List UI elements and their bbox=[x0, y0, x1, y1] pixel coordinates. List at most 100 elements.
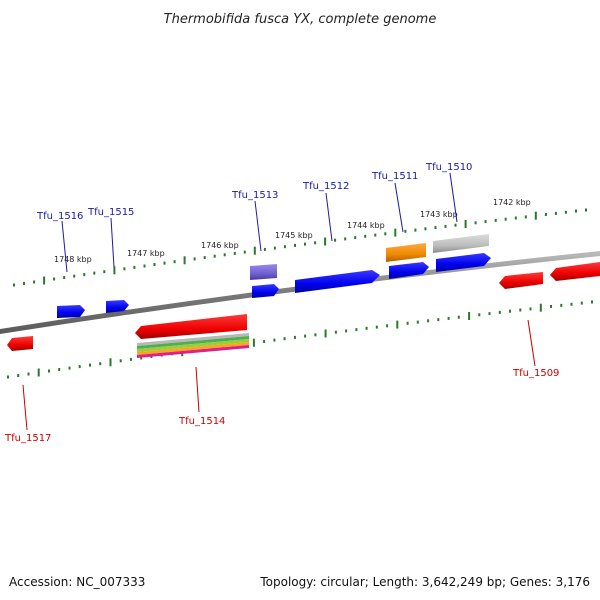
genome-backbone bbox=[0, 251, 600, 334]
inner-ruler-minor-tick bbox=[345, 329, 348, 333]
label-tfu-1517[interactable]: Tfu_1517 bbox=[4, 433, 51, 444]
label-tfu-1515[interactable]: Tfu_1515 bbox=[87, 207, 134, 218]
outer-ruler-minor-tick bbox=[404, 229, 407, 233]
leader-tfu-1510 bbox=[449, 172, 458, 223]
inner-ruler-major-tick bbox=[109, 358, 112, 367]
label-tfu-1516[interactable]: Tfu_1516 bbox=[36, 211, 83, 222]
outer-ruler-minor-tick bbox=[203, 256, 206, 260]
outer-ruler-minor-tick bbox=[294, 243, 296, 247]
label-tfu-1514[interactable]: Tfu_1514 bbox=[178, 416, 225, 427]
inner-ruler-minor-tick bbox=[416, 320, 419, 324]
outer-ruler-minor-tick bbox=[344, 237, 347, 241]
label-tfu-1512[interactable]: Tfu_1512 bbox=[302, 181, 349, 192]
inner-ruler-minor-tick bbox=[560, 303, 563, 307]
outer-ruler-minor-tick bbox=[243, 250, 246, 254]
inner-ruler-minor-tick bbox=[509, 309, 511, 313]
outer-ruler-major-tick bbox=[113, 266, 116, 275]
inner-ruler-minor-tick bbox=[27, 372, 30, 376]
outer-ruler-minor-tick bbox=[314, 241, 317, 245]
label-tfu-1509[interactable]: Tfu_1509 bbox=[512, 368, 559, 379]
outer-ruler-major-tick bbox=[324, 237, 327, 246]
outer-ruler bbox=[13, 208, 587, 287]
gene-tfu-1514[interactable] bbox=[135, 314, 247, 339]
inner-ruler-minor-tick bbox=[355, 328, 358, 332]
label-tfu-1510[interactable]: Tfu_1510 bbox=[425, 162, 472, 173]
outer-ruler-minor-tick bbox=[53, 277, 56, 281]
inner-ruler-minor-tick bbox=[7, 375, 9, 379]
inner-ruler-minor-tick bbox=[89, 363, 91, 367]
gene-tfu-1512[interactable] bbox=[295, 270, 380, 293]
leader-tfu-1509 bbox=[527, 319, 536, 367]
label-tfu-1511[interactable]: Tfu_1511 bbox=[371, 171, 418, 182]
outer-ruler-minor-tick bbox=[93, 271, 96, 275]
inner-ruler-minor-tick bbox=[129, 357, 132, 361]
outer-ruler-major-tick bbox=[464, 220, 467, 228]
inner-ruler-minor-tick bbox=[580, 301, 583, 305]
outer-ruler-minor-tick bbox=[233, 251, 236, 255]
inner-ruler-minor-tick bbox=[529, 307, 532, 311]
ruler-labels: 1742 kbp 1743 kbp 1744 kbp 1745 kbp 1746… bbox=[54, 198, 531, 264]
inner-ruler-minor-tick bbox=[263, 339, 266, 343]
inner-ruler-minor-tick bbox=[437, 318, 440, 322]
feature-magenta-band bbox=[137, 345, 249, 358]
outer-ruler-minor-tick bbox=[544, 213, 547, 216]
outer-ruler-minor-tick bbox=[554, 211, 557, 215]
gene-tfu-1515[interactable] bbox=[106, 300, 129, 313]
inner-ruler-minor-tick bbox=[78, 365, 81, 369]
outer-ruler-minor-tick bbox=[213, 254, 216, 258]
inner-ruler-minor-tick bbox=[314, 333, 317, 337]
feature-orange-band bbox=[137, 342, 249, 355]
outer-ruler-minor-tick bbox=[484, 220, 487, 224]
ruler-label-1747: 1747 kbp bbox=[127, 249, 165, 258]
ruler-label-1744: 1744 kbp bbox=[347, 221, 385, 230]
gene-tfu-1513-upper[interactable] bbox=[250, 264, 277, 280]
outer-ruler-major-tick bbox=[394, 228, 397, 237]
inner-ruler-major-tick bbox=[396, 320, 399, 329]
gene-tfu-1516[interactable] bbox=[57, 305, 85, 318]
genome-summary-text: Topology: circular; Length: 3,642,249 bp… bbox=[259, 575, 590, 589]
outer-ruler-minor-tick bbox=[364, 234, 367, 238]
outer-ruler-minor-tick bbox=[13, 283, 15, 287]
feature-green-band bbox=[137, 336, 249, 349]
gene-tfu-1510[interactable] bbox=[433, 234, 489, 253]
inner-ruler-minor-tick bbox=[447, 316, 450, 320]
gene-tfu-1513[interactable] bbox=[252, 284, 279, 298]
inner-ruler-minor-tick bbox=[68, 366, 71, 370]
outer-ruler-minor-tick bbox=[454, 223, 457, 227]
reverse-genes bbox=[7, 262, 600, 351]
outer-ruler-minor-tick bbox=[223, 253, 226, 257]
ruler-label-1746: 1746 kbp bbox=[201, 241, 239, 250]
gene-tfu-1511-lower[interactable] bbox=[389, 262, 429, 279]
outer-ruler-minor-tick bbox=[514, 216, 517, 220]
outer-ruler-minor-tick bbox=[273, 246, 276, 250]
outer-ruler-minor-tick bbox=[133, 265, 136, 269]
inner-ruler-major-tick bbox=[37, 368, 40, 377]
tfu-1514-feature-stack bbox=[137, 333, 249, 358]
outer-ruler-major-tick bbox=[183, 256, 186, 265]
feature-lime-band bbox=[137, 339, 249, 352]
gene-tfu-1510-lower[interactable] bbox=[436, 253, 491, 272]
outer-ruler-minor-tick bbox=[504, 217, 507, 221]
inner-ruler bbox=[7, 300, 593, 379]
outer-ruler-major-tick bbox=[43, 276, 46, 285]
inner-ruler-minor-tick bbox=[406, 321, 409, 325]
gene-tfu-1509[interactable] bbox=[499, 272, 543, 289]
outer-ruler-minor-tick bbox=[143, 264, 146, 268]
gene-tfu-1508[interactable] bbox=[550, 262, 600, 281]
gene-tfu-1517[interactable] bbox=[7, 336, 33, 351]
ruler-label-1743: 1743 kbp bbox=[420, 210, 458, 219]
inner-ruler-minor-tick bbox=[550, 305, 552, 308]
ruler-label-1748: 1748 kbp bbox=[54, 255, 92, 264]
label-tfu-1513[interactable]: Tfu_1513 bbox=[231, 190, 278, 201]
ruler-label-1745: 1745 kbp bbox=[275, 231, 313, 240]
outer-ruler-minor-tick bbox=[123, 267, 126, 271]
inner-ruler-minor-tick bbox=[304, 334, 307, 338]
inner-ruler-minor-tick bbox=[365, 326, 368, 330]
outer-ruler-minor-tick bbox=[304, 242, 306, 246]
outer-ruler-minor-tick bbox=[374, 233, 377, 237]
leader-tfu-1512 bbox=[325, 192, 333, 242]
outer-ruler-minor-tick bbox=[564, 210, 567, 214]
inner-ruler-minor-tick bbox=[334, 330, 337, 334]
inner-ruler-minor-tick bbox=[119, 359, 122, 363]
gene-tfu-1511[interactable] bbox=[386, 243, 426, 262]
